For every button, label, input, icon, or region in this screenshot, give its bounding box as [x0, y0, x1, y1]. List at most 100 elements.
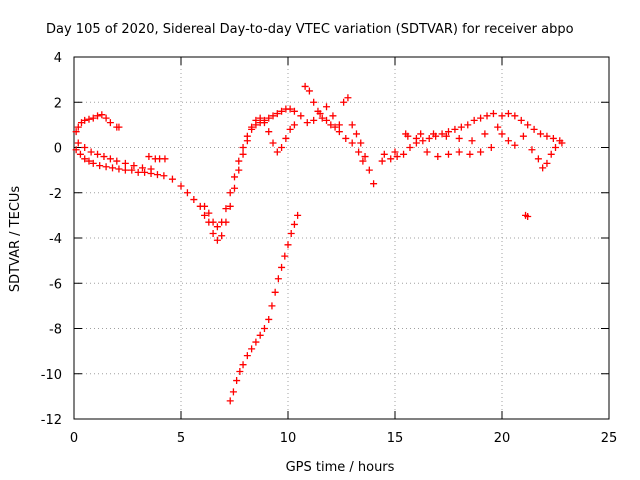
data-point: [470, 116, 478, 124]
data-point: [239, 150, 247, 158]
y-tick-label: 2: [54, 96, 62, 111]
data-point: [222, 205, 230, 213]
data-point: [528, 146, 536, 154]
data-point: [243, 132, 251, 140]
data-point: [147, 165, 155, 173]
data-point: [98, 111, 106, 119]
data-point: [301, 82, 309, 90]
data-point: [543, 159, 551, 167]
data-point: [359, 157, 367, 165]
data-point: [290, 220, 298, 228]
data-point: [141, 168, 149, 176]
data-point: [85, 157, 93, 165]
data-point: [265, 114, 273, 122]
x-tick-label: 15: [387, 431, 404, 446]
data-point: [201, 211, 209, 219]
data-point: [252, 116, 260, 124]
y-tick-label: -4: [49, 232, 62, 247]
data-point: [558, 139, 566, 147]
data-point: [404, 132, 412, 140]
data-point: [290, 121, 298, 129]
x-tick-label: 0: [70, 431, 78, 446]
data-point: [519, 132, 527, 140]
data-point: [438, 130, 446, 138]
data-point: [226, 397, 234, 405]
data-point: [121, 166, 129, 174]
data-point: [380, 150, 388, 158]
data-point: [252, 338, 260, 346]
data-point: [74, 139, 82, 147]
data-point: [87, 148, 95, 156]
y-tick-label: -2: [49, 187, 62, 202]
data-point: [265, 315, 273, 323]
data-point: [239, 144, 247, 151]
series-arc-afternoon: [378, 110, 502, 165]
data-point: [248, 345, 256, 353]
data-point: [457, 123, 465, 131]
data-point: [209, 218, 217, 226]
data-point: [278, 107, 286, 115]
data-point: [274, 275, 282, 283]
data-point: [130, 162, 138, 170]
data-point: [160, 172, 168, 180]
data-point: [239, 361, 247, 369]
data-point: [391, 148, 399, 156]
data-point: [226, 189, 234, 197]
data-point: [115, 165, 123, 173]
data-point: [483, 112, 491, 120]
data-points: [72, 82, 566, 405]
data-point: [271, 288, 279, 296]
data-point: [455, 134, 463, 142]
data-point: [286, 105, 294, 113]
data-point: [94, 112, 102, 120]
data-point: [153, 171, 161, 179]
data-point: [329, 112, 337, 120]
data-point: [260, 119, 268, 127]
data-point: [235, 157, 243, 165]
data-point: [113, 157, 121, 165]
x-tick-label: 5: [177, 431, 185, 446]
y-tick-label: -12: [41, 413, 62, 428]
data-point: [316, 110, 324, 118]
series-arc2-high: [74, 114, 298, 231]
data-point: [269, 139, 277, 147]
y-tick-label: 0: [54, 142, 62, 157]
data-point: [417, 130, 425, 138]
data-point: [161, 155, 169, 163]
data-point: [256, 331, 264, 339]
data-point: [393, 153, 401, 161]
data-point: [89, 114, 97, 122]
series-arc-steep: [226, 211, 302, 405]
data-point: [455, 148, 463, 156]
data-point: [352, 130, 360, 138]
data-point: [445, 128, 452, 136]
data-point: [286, 125, 294, 133]
data-point: [511, 112, 519, 120]
data-point: [115, 123, 123, 131]
data-point: [400, 150, 408, 158]
data-point: [201, 202, 209, 210]
data-point: [121, 159, 129, 167]
data-point: [547, 150, 555, 158]
data-point: [387, 155, 395, 163]
data-point: [177, 182, 185, 190]
data-point: [235, 166, 243, 174]
data-point: [412, 134, 420, 142]
data-point: [269, 112, 277, 120]
y-tick-label: -10: [41, 368, 62, 383]
data-point: [342, 134, 350, 142]
x-tick-label: 25: [601, 431, 618, 446]
data-point: [265, 128, 273, 136]
data-point: [340, 98, 348, 106]
data-point: [109, 164, 117, 172]
data-point: [524, 121, 532, 129]
data-point: [248, 123, 256, 131]
data-point: [487, 144, 495, 151]
data-point: [348, 121, 356, 129]
data-point: [209, 229, 217, 237]
data-point: [282, 134, 290, 142]
data-point: [451, 125, 459, 133]
data-point: [85, 115, 93, 123]
series-misc: [115, 123, 532, 221]
